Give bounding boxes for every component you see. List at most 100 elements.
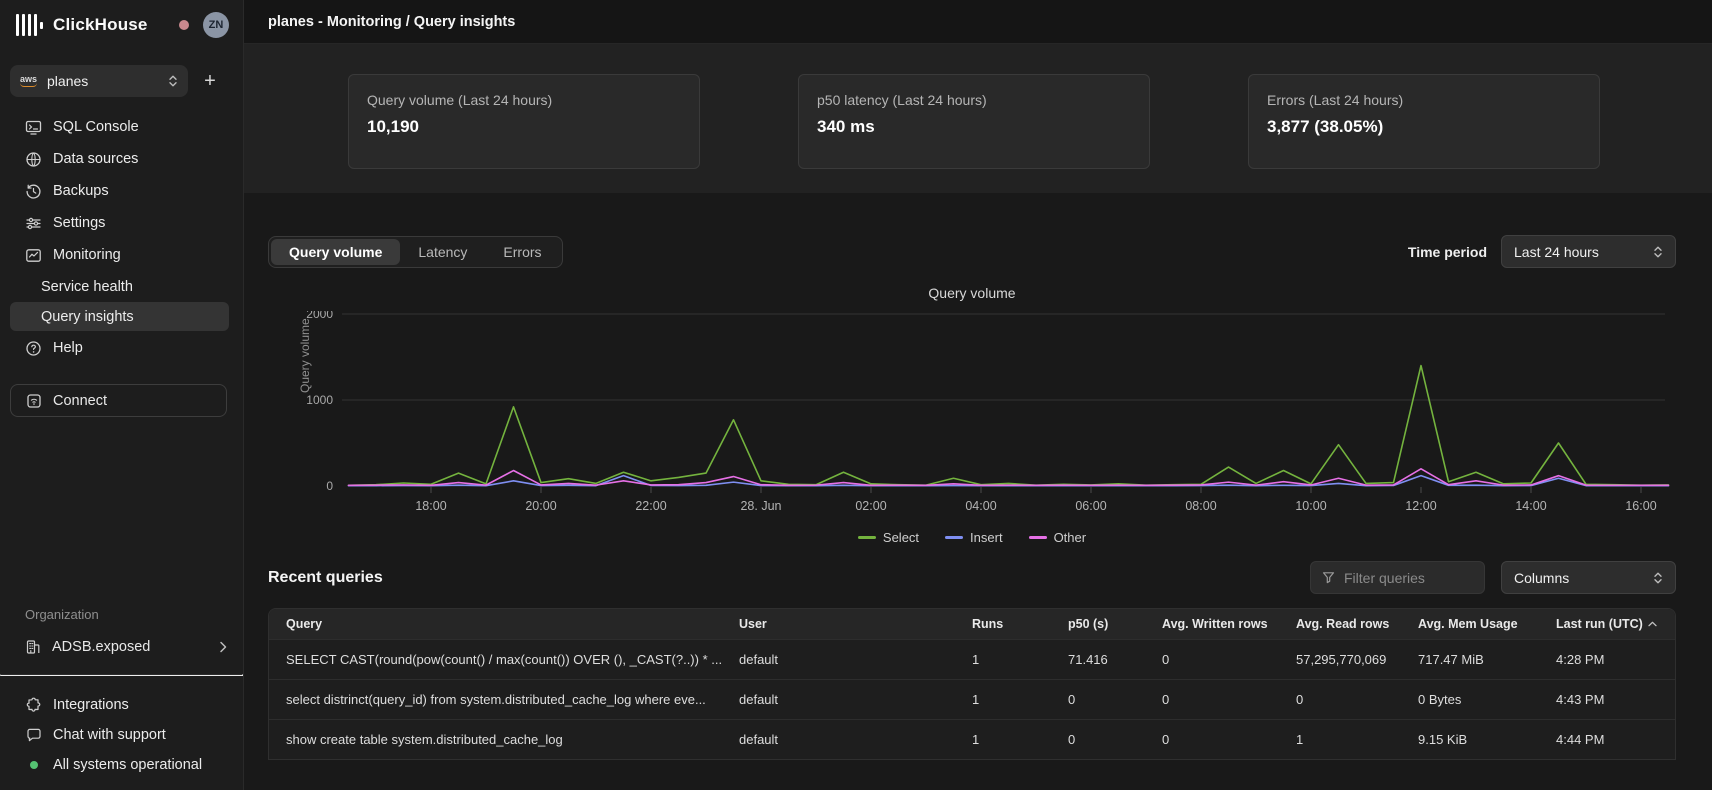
- svg-text:22:00: 22:00: [635, 499, 666, 513]
- cell-avg-read: 57,295,770,069: [1296, 652, 1418, 667]
- y-axis-label: Query volume: [298, 318, 312, 393]
- cell-query: show create table system.distributed_cac…: [286, 732, 739, 747]
- terminal-icon: [25, 119, 42, 136]
- cell-p50: 0: [1068, 692, 1162, 707]
- sidebar-item-settings[interactable]: Settings: [10, 207, 229, 239]
- sidebar-item-integrations[interactable]: Integrations: [10, 690, 229, 720]
- sidebar-item-system-status[interactable]: All systems operational: [10, 750, 229, 780]
- svg-text:12:00: 12:00: [1405, 499, 1436, 513]
- cell-avg-read: 1: [1296, 732, 1418, 747]
- sidebar-nav: SQL Console Data sources Backups Setting…: [0, 111, 243, 364]
- time-period-label: Time period: [1408, 244, 1487, 260]
- legend-item-select[interactable]: Select: [858, 530, 919, 545]
- sidebar-spacer: [0, 417, 243, 607]
- connect-icon: [26, 393, 42, 409]
- sidebar-item-label: Monitoring: [53, 247, 121, 263]
- connect-button[interactable]: Connect: [10, 384, 227, 417]
- svg-text:20:00: 20:00: [525, 499, 556, 513]
- breadcrumb: planes - Monitoring / Query insights: [268, 14, 515, 30]
- sidebar-item-data-sources[interactable]: Data sources: [10, 143, 229, 175]
- legend-item-other[interactable]: Other: [1029, 530, 1087, 545]
- col-header-p50[interactable]: p50 (s): [1068, 617, 1162, 631]
- cell-avg-written: 0: [1162, 692, 1296, 707]
- user-avatar[interactable]: ZN: [203, 12, 229, 38]
- cell-avg-written: 0: [1162, 732, 1296, 747]
- chevron-updown-icon: [1653, 571, 1663, 585]
- cell-avg-mem: 0 Bytes: [1418, 692, 1556, 707]
- col-header-query[interactable]: Query: [286, 617, 739, 631]
- cell-query: SELECT CAST(round(pow(count() / max(coun…: [286, 652, 739, 667]
- sidebar: ClickHouse ZN aws planes + SQL Console: [0, 0, 244, 790]
- columns-select[interactable]: Columns: [1501, 561, 1676, 594]
- tab-query-volume[interactable]: Query volume: [271, 239, 400, 265]
- col-header-avg-read[interactable]: Avg. Read rows: [1296, 617, 1418, 631]
- sidebar-item-help[interactable]: Help: [10, 332, 229, 364]
- filter-queries-inputbox[interactable]: [1310, 561, 1485, 594]
- globe-icon: [25, 151, 42, 168]
- time-period-select[interactable]: Last 24 hours: [1501, 235, 1676, 268]
- cell-avg-mem: 9.15 KiB: [1418, 732, 1556, 747]
- filter-queries-input[interactable]: [1344, 570, 1464, 586]
- svg-text:0: 0: [326, 479, 333, 493]
- help-icon: [25, 340, 42, 357]
- time-period-value: Last 24 hours: [1514, 244, 1599, 260]
- select-series-swatch: [858, 536, 876, 539]
- stat-card-query-volume: Query volume (Last 24 hours) 10,190: [348, 74, 700, 169]
- legend-item-insert[interactable]: Insert: [945, 530, 1003, 545]
- service-name: planes: [47, 73, 88, 89]
- table-row[interactable]: SELECT CAST(round(pow(count() / max(coun…: [269, 639, 1675, 679]
- sidebar-item-query-insights[interactable]: Query insights: [10, 302, 229, 331]
- recent-queries-table: Query User Runs p50 (s) Avg. Written row…: [268, 608, 1676, 760]
- sidebar-item-label: SQL Console: [53, 119, 139, 135]
- chevron-right-icon: [219, 641, 227, 653]
- col-header-user[interactable]: User: [739, 617, 972, 631]
- sidebar-item-sql-console[interactable]: SQL Console: [10, 111, 229, 143]
- col-header-avg-written[interactable]: Avg. Written rows: [1162, 617, 1296, 631]
- stat-label: Errors (Last 24 hours): [1267, 92, 1581, 108]
- content: Query volume Latency Errors Time period …: [244, 193, 1712, 760]
- col-header-last-run[interactable]: Last run (UTC): [1556, 617, 1675, 631]
- sidebar-item-backups[interactable]: Backups: [10, 175, 229, 207]
- service-selector-row: aws planes +: [10, 65, 233, 97]
- sort-ascending-icon: [1648, 621, 1657, 627]
- notification-dot: [179, 20, 189, 30]
- col-header-avg-mem[interactable]: Avg. Mem Usage: [1418, 617, 1556, 631]
- brand-name: ClickHouse: [53, 15, 148, 35]
- stat-card-errors: Errors (Last 24 hours) 3,877 (38.05%): [1248, 74, 1600, 169]
- sidebar-item-label: Backups: [53, 183, 109, 199]
- stat-card-p50-latency: p50 latency (Last 24 hours) 340 ms: [798, 74, 1150, 169]
- cell-last-run: 4:44 PM: [1556, 732, 1675, 747]
- svg-text:1000: 1000: [306, 393, 333, 407]
- cell-user: default: [739, 692, 972, 707]
- service-selector[interactable]: aws planes: [10, 65, 188, 97]
- cell-avg-written: 0: [1162, 652, 1296, 667]
- main-area: planes - Monitoring / Query insights Que…: [244, 0, 1712, 790]
- sliders-icon: [25, 215, 42, 232]
- organization-selector[interactable]: ADSB.exposed: [10, 632, 227, 662]
- sidebar-item-service-health[interactable]: Service health: [10, 272, 229, 301]
- table-row[interactable]: show create table system.distributed_cac…: [269, 719, 1675, 759]
- query-volume-chart: Query volume Query volume 01000200018:00…: [268, 285, 1676, 535]
- sidebar-item-monitoring[interactable]: Monitoring: [10, 239, 229, 271]
- tab-latency[interactable]: Latency: [400, 239, 485, 265]
- table-row[interactable]: select distrinct(query_id) from system.d…: [269, 679, 1675, 719]
- recent-queries-controls: Columns: [1310, 561, 1676, 594]
- organization-name: ADSB.exposed: [52, 639, 150, 655]
- col-header-runs[interactable]: Runs: [972, 617, 1068, 631]
- cell-runs: 1: [972, 652, 1068, 667]
- stat-value: 10,190: [367, 117, 681, 137]
- tab-errors[interactable]: Errors: [485, 239, 559, 265]
- svg-text:04:00: 04:00: [965, 499, 996, 513]
- logo-row: ClickHouse ZN: [0, 0, 243, 48]
- sidebar-item-chat-support[interactable]: Chat with support: [10, 720, 229, 750]
- cell-last-run: 4:28 PM: [1556, 652, 1675, 667]
- organization-section-label: Organization: [25, 607, 243, 622]
- chevron-updown-icon: [168, 74, 178, 88]
- chart-icon: [25, 247, 42, 264]
- chart-plot-area[interactable]: 01000200018:0020:0022:0028. Jun02:0004:0…: [268, 311, 1676, 522]
- time-period-control: Time period Last 24 hours: [1408, 235, 1676, 268]
- chart-legend: Select Insert Other: [268, 530, 1676, 545]
- svg-text:06:00: 06:00: [1075, 499, 1106, 513]
- add-service-button[interactable]: +: [198, 71, 222, 91]
- chart-title: Query volume: [268, 285, 1676, 301]
